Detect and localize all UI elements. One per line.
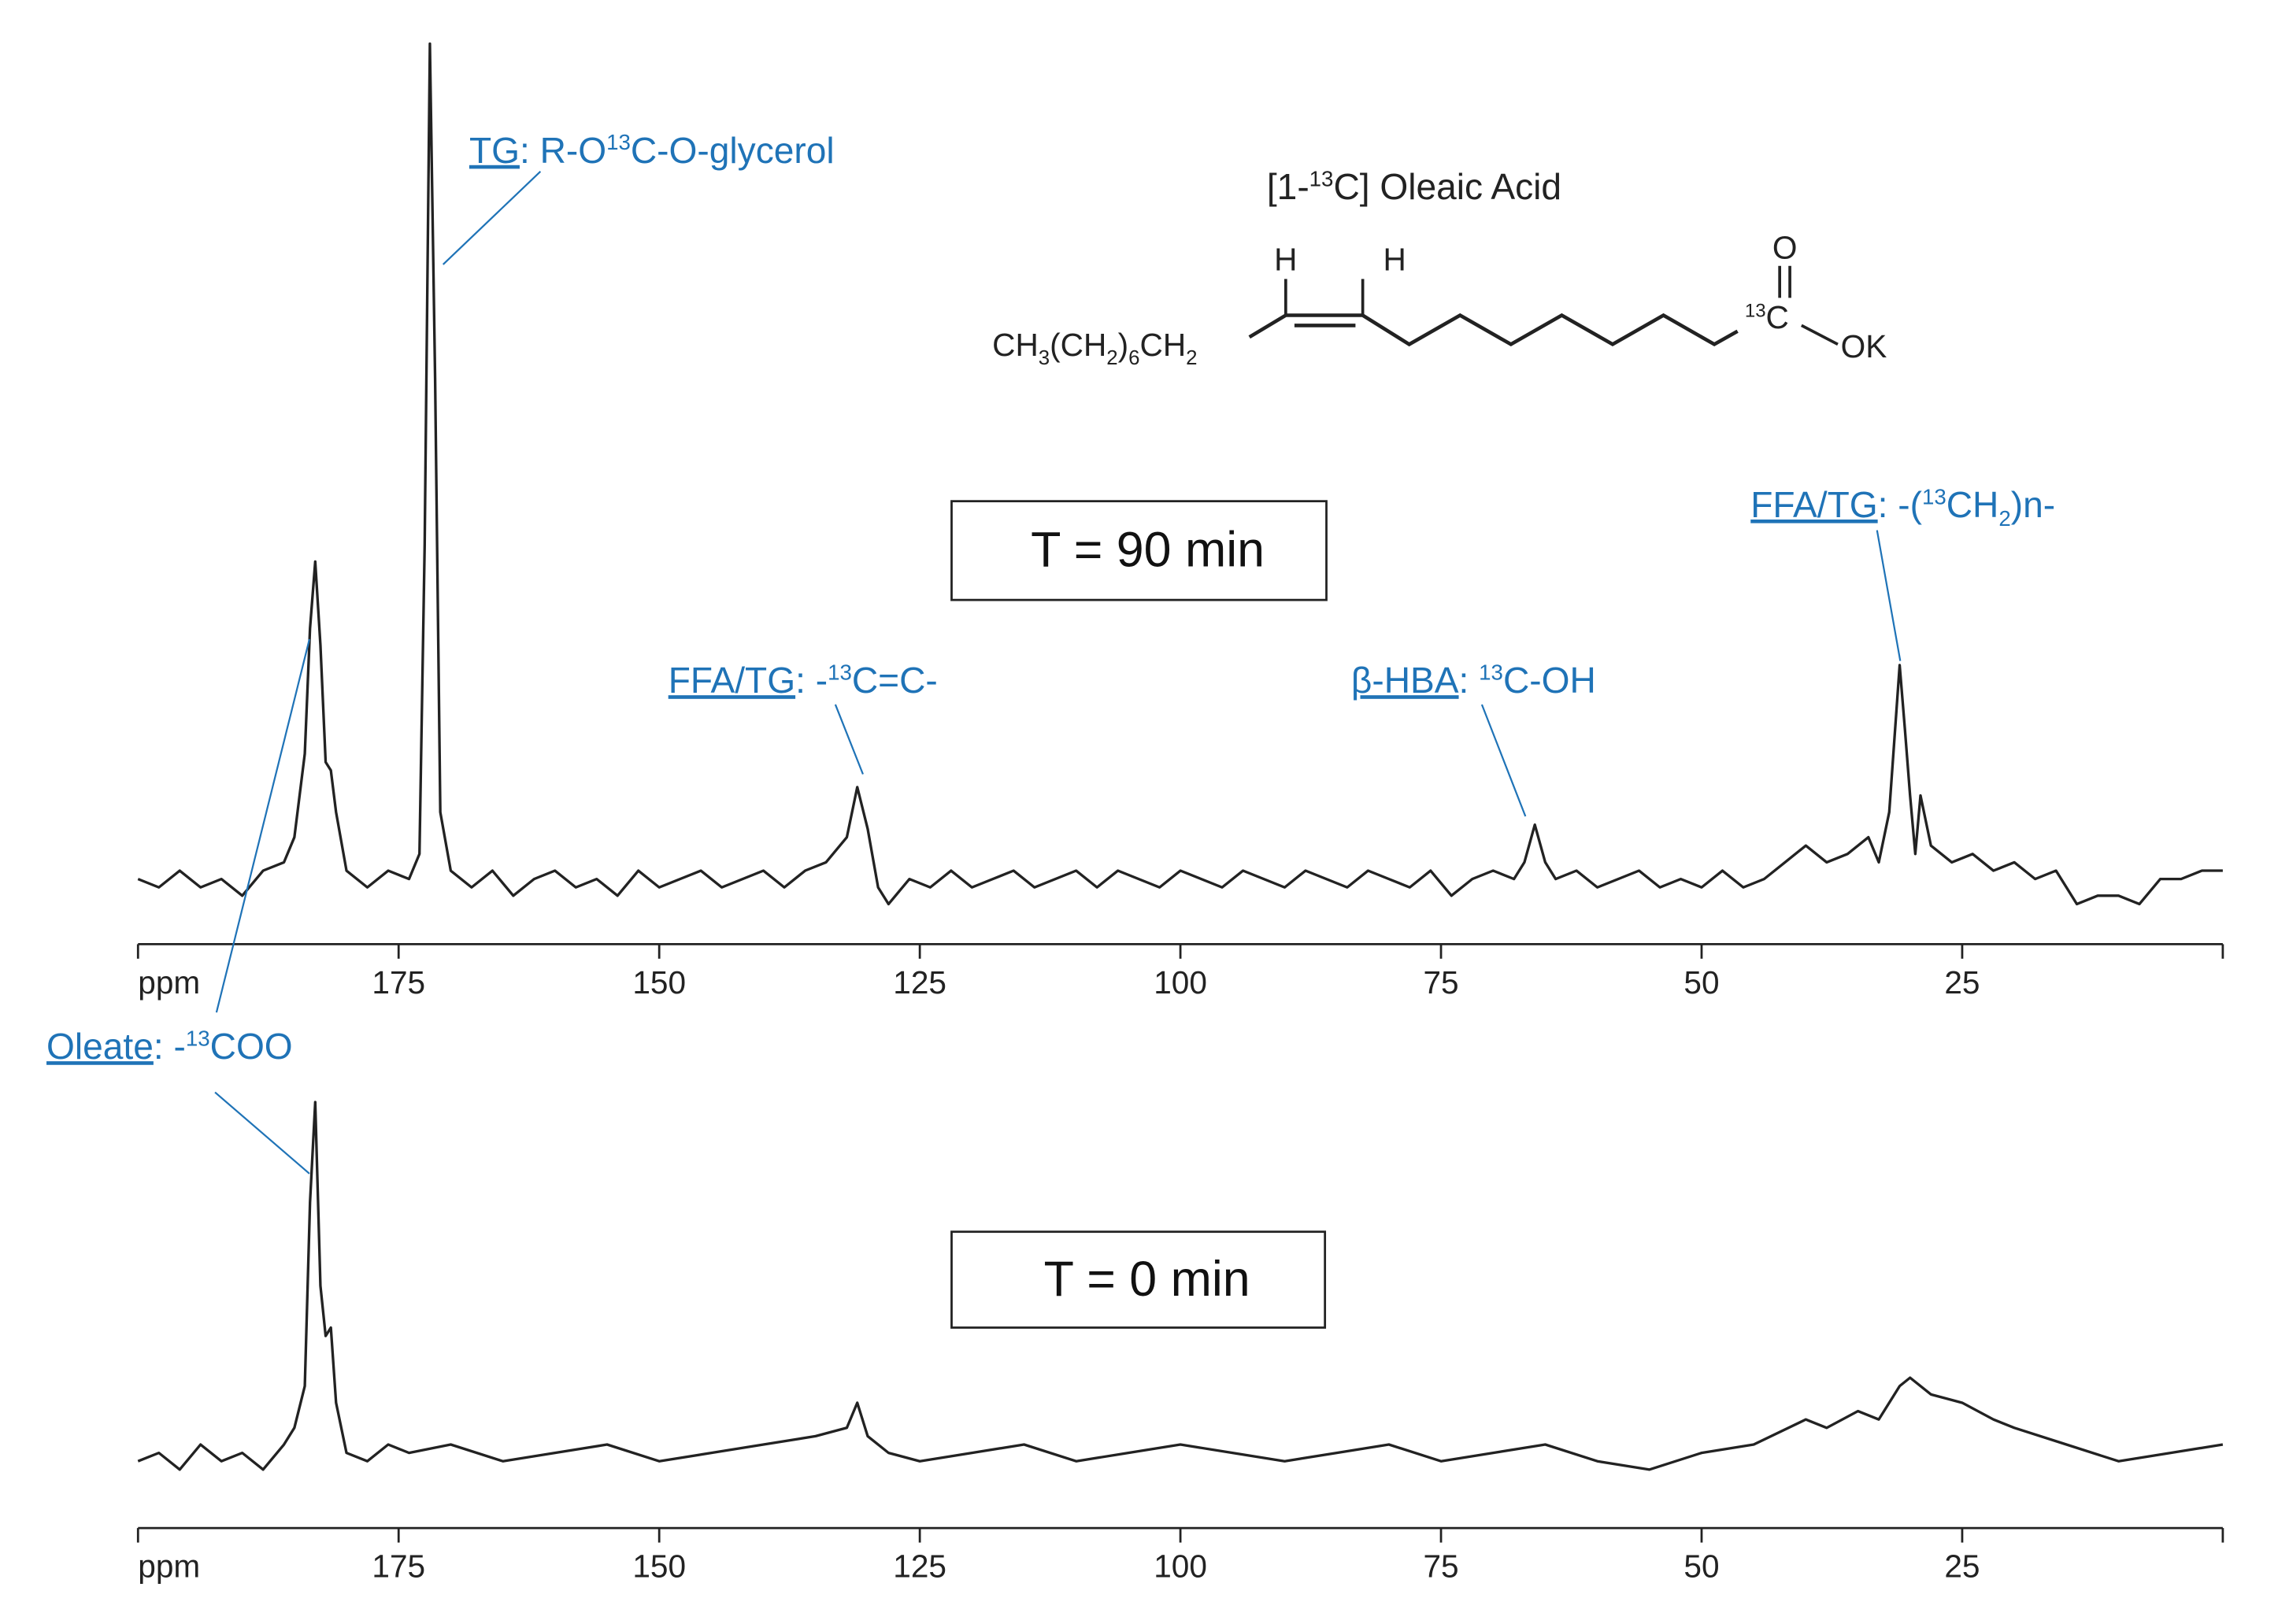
annotation-link: Oleate	[46, 1026, 154, 1067]
text: [1-	[1267, 166, 1309, 207]
annotation-text: C=C-	[852, 660, 938, 701]
x-tick-label: 150	[632, 1548, 686, 1584]
annotation-link: TG	[469, 130, 520, 171]
annotation-text: )n-	[2011, 484, 2055, 525]
panel-label: T = 0 min	[1044, 1252, 1250, 1307]
annotation-text: COO	[210, 1026, 293, 1067]
text: C	[1766, 299, 1789, 335]
sub: 2	[1186, 347, 1197, 369]
leader-line	[214, 1091, 310, 1175]
x-tick-label: 50	[1683, 1548, 1719, 1584]
panel-label-box	[950, 1230, 1327, 1329]
text: )	[1118, 327, 1129, 363]
annotation-text: : -	[795, 660, 828, 701]
annotation-text: 2	[1998, 506, 2010, 531]
annotation-text: : -(	[1878, 484, 1923, 525]
x-tick-label: 125	[893, 1548, 946, 1584]
leader-line	[1480, 704, 1527, 817]
text: C] Oleaic Acid	[1333, 166, 1561, 207]
text: (CH	[1050, 327, 1106, 363]
annotation-text: : -	[154, 1026, 186, 1067]
x-tick-label: 25	[1944, 964, 1980, 1001]
text: CH	[992, 327, 1039, 363]
bond-chain	[1248, 313, 1739, 347]
annotation: Oleate: -13COO	[46, 1026, 293, 1067]
atom-o: O	[1772, 230, 1798, 266]
leader-line	[834, 704, 864, 775]
annotation: FFA/TG: -(13CH2)n-	[1750, 484, 2055, 531]
x-tick-label: 175	[372, 964, 425, 1001]
sub: 3	[1039, 347, 1050, 369]
leader-line	[215, 638, 311, 1013]
annotation-link: β-HBA	[1351, 660, 1459, 701]
annotation-link: FFA/TG	[669, 660, 795, 701]
x-tick-label: 125	[893, 964, 946, 1001]
chain-formula: CH3(CH2)6CH2	[992, 327, 1197, 369]
sub: 6	[1128, 347, 1139, 369]
annotation-text: 13	[1922, 484, 1946, 509]
panel-label-box	[950, 500, 1328, 601]
sub: 2	[1106, 347, 1117, 369]
atom-h: H	[1383, 241, 1406, 277]
text: CH	[1140, 327, 1187, 363]
x-tick-label: 50	[1683, 964, 1719, 1001]
x-tick-label: 75	[1423, 964, 1458, 1001]
annotation-text: CH	[1946, 484, 1999, 525]
x-tick-label: ppm	[138, 964, 200, 1001]
annotation: β-HBA: 13C-OH	[1351, 660, 1596, 701]
sup: 13	[1309, 166, 1334, 191]
annotation-text: C-OH	[1503, 660, 1596, 701]
panel-label: T = 90 min	[1031, 523, 1265, 578]
annotation-text: 13	[828, 660, 852, 685]
spectrum	[137, 1101, 2224, 1471]
annotation: TG: R-O13C-O-glycerol	[469, 130, 835, 171]
leader-line	[442, 171, 542, 265]
annotation: FFA/TG: -13C=C-	[669, 660, 938, 701]
x-tick-label: 175	[372, 1548, 425, 1584]
structure: [1-13C] Oleaic Acid CH3(CH2)6CH2 H H O 1…	[992, 166, 1887, 369]
x-tick-label: 25	[1944, 1548, 1980, 1584]
annotation-link: FFA/TG	[1750, 484, 1877, 525]
annotation-text: C-O-glycerol	[631, 130, 835, 171]
x-tick-label: 150	[632, 964, 686, 1001]
atom-h: H	[1274, 241, 1297, 277]
sup: 13	[1745, 300, 1766, 321]
atom-ok: OK	[1841, 328, 1887, 364]
annotation-text: 13	[186, 1027, 210, 1051]
annotation-text: 13	[606, 130, 631, 154]
spectrum	[137, 42, 2223, 906]
annotation-text: :	[1459, 660, 1480, 701]
bond-o	[1800, 324, 1839, 346]
x-tick-label: 100	[1154, 964, 1207, 1001]
x-tick-label: 75	[1423, 1548, 1458, 1584]
leader-line	[1876, 530, 1902, 661]
annotation-text: : R-O	[520, 130, 606, 171]
annotation-text: 13	[1479, 660, 1503, 685]
x-tick-label: ppm	[138, 1548, 200, 1584]
structure-title: [1-13C] Oleaic Acid	[1267, 166, 1561, 207]
atom-c: 13C	[1745, 299, 1789, 335]
x-tick-label: 100	[1154, 1548, 1207, 1584]
